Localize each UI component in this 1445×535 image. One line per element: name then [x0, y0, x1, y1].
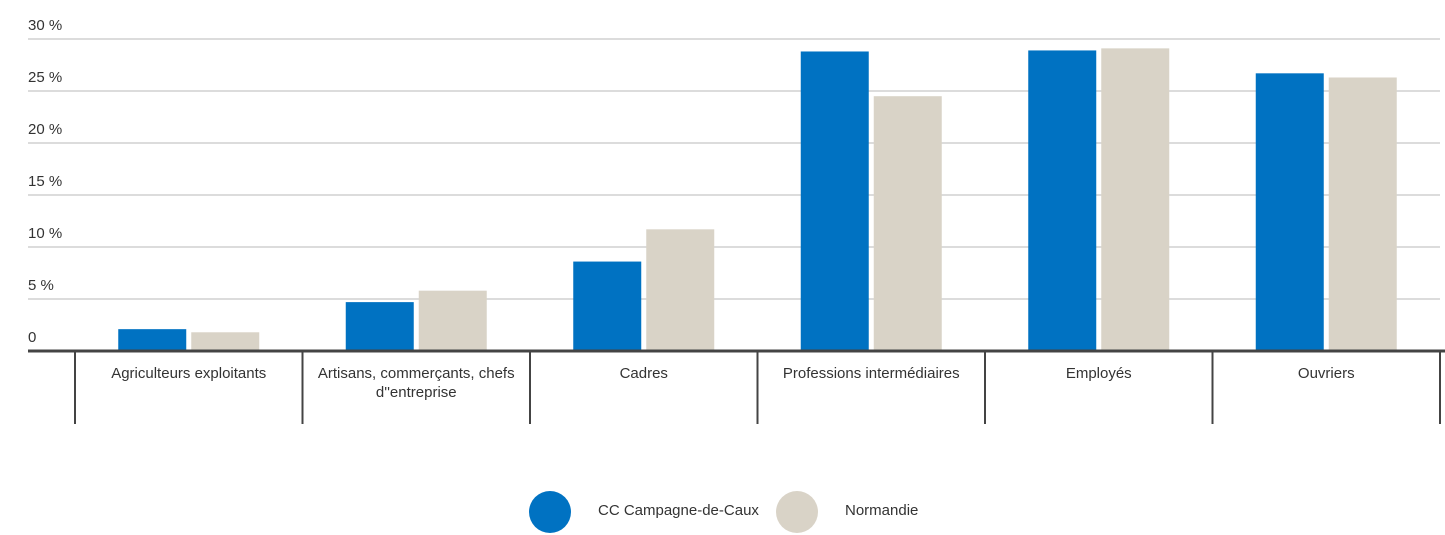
- y-tick-label: 30 %: [28, 17, 62, 34]
- x-tick-label: Employés: [1065, 365, 1132, 382]
- bar: [1328, 77, 1397, 351]
- bar: [418, 290, 487, 351]
- x-tick-label: Ouvriers: [1297, 365, 1355, 382]
- x-tick-label: Agriculteurs exploitants: [111, 365, 267, 382]
- bar: [1255, 73, 1324, 351]
- bar: [191, 332, 260, 351]
- y-tick-label: 20 %: [28, 121, 62, 138]
- y-tick-label: 5 %: [28, 277, 54, 294]
- y-tick-label: 10 %: [28, 225, 62, 242]
- legend-label: Normandie: [845, 502, 918, 519]
- bar: [800, 51, 869, 351]
- bar: [1028, 50, 1097, 351]
- y-tick-label: 0: [28, 329, 36, 346]
- x-tick-label: Artisans, commerçants, chefs d''entrepri…: [317, 365, 515, 401]
- bar: [573, 261, 642, 351]
- y-tick-label: 25 %: [28, 69, 62, 86]
- bar: [345, 302, 414, 351]
- legend-label: CC Campagne-de-Caux: [598, 502, 759, 519]
- y-tick-label: 15 %: [28, 173, 62, 190]
- bar: [1101, 48, 1170, 352]
- x-tick-label: Cadres: [619, 365, 668, 382]
- x-tick-label: Professions intermédiaires: [782, 365, 960, 382]
- bar: [118, 329, 187, 351]
- bar: [646, 229, 715, 351]
- legend-swatch: [529, 491, 571, 533]
- legend-swatch: [776, 491, 818, 533]
- bar: [873, 96, 942, 351]
